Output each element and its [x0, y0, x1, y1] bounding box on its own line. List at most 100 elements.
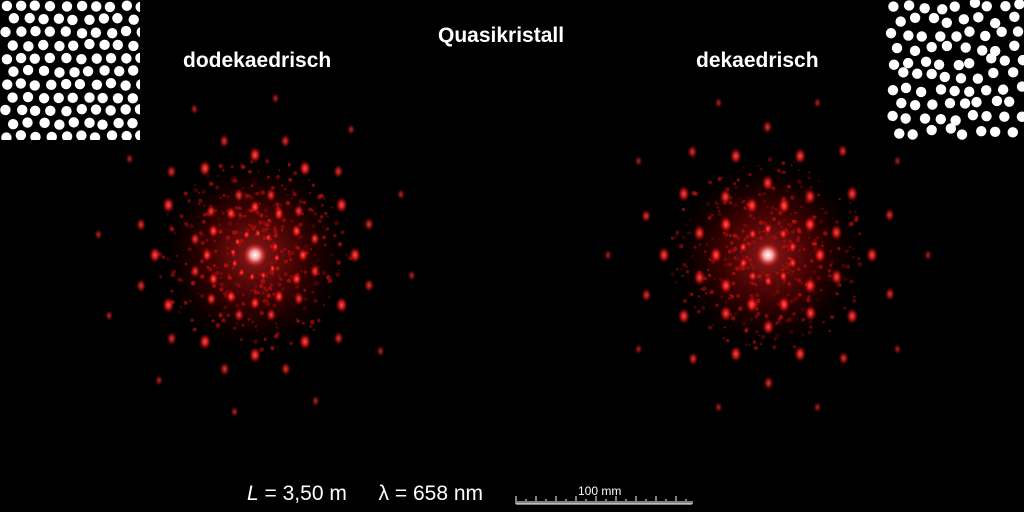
- lattice-dot: [128, 14, 139, 25]
- speckle: [759, 342, 763, 346]
- speckle: [817, 180, 820, 183]
- speckle: [222, 193, 226, 197]
- lattice-dot: [907, 129, 918, 140]
- speckle: [296, 246, 300, 250]
- speckle: [287, 162, 292, 167]
- speckle: [328, 278, 333, 283]
- speckle: [296, 319, 300, 323]
- lattice-dot: [22, 64, 34, 76]
- lattice-dot: [82, 66, 94, 77]
- speckle: [807, 330, 812, 335]
- speckle: [716, 206, 719, 209]
- diffraction-spot: [250, 200, 260, 214]
- speckle: [273, 333, 279, 339]
- speckle: [179, 196, 183, 199]
- speckle: [744, 328, 749, 333]
- speckle: [239, 163, 245, 168]
- speckle: [727, 297, 730, 300]
- speckle: [202, 212, 207, 217]
- speckle: [299, 234, 304, 239]
- diffraction-spot: [271, 92, 280, 104]
- speckle: [812, 270, 816, 274]
- speckle: [203, 205, 206, 207]
- speckle: [751, 265, 756, 270]
- speckle: [187, 198, 191, 203]
- speckle: [772, 345, 777, 350]
- speckle: [199, 233, 205, 238]
- speckle: [711, 237, 714, 240]
- speckle: [279, 278, 283, 281]
- diffraction-spot: [94, 229, 103, 240]
- diffraction-spot: [924, 249, 932, 261]
- lattice-dot: [926, 124, 937, 136]
- speckle: [311, 183, 316, 187]
- speckle: [781, 161, 786, 165]
- speckle: [188, 299, 192, 303]
- lattice-dot: [112, 39, 124, 51]
- diffraction-spot: [199, 333, 211, 350]
- speckle: [812, 214, 815, 218]
- speckle: [265, 222, 270, 228]
- lattice-dot: [1007, 127, 1018, 138]
- speckle: [837, 246, 841, 251]
- speckle: [161, 255, 166, 259]
- speckle: [743, 236, 749, 241]
- speckle: [230, 177, 234, 180]
- diffraction-spot: [748, 228, 757, 240]
- speckle: [724, 232, 729, 237]
- speckle: [830, 261, 834, 265]
- speckle: [213, 239, 216, 243]
- speckle: [264, 224, 267, 226]
- speckle: [257, 273, 260, 275]
- speckle: [813, 238, 818, 242]
- lattice-dot: [956, 129, 968, 140]
- speckle: [697, 295, 701, 298]
- speckle: [682, 298, 688, 304]
- wavelength-value: = 658 nm: [394, 482, 484, 505]
- lattice-dot: [945, 123, 957, 134]
- lattice-dot: [971, 96, 982, 108]
- speckle: [262, 221, 266, 225]
- speckle: [744, 344, 748, 347]
- speckle: [226, 255, 229, 257]
- speckle: [778, 314, 784, 320]
- speckle: [818, 219, 824, 224]
- lattice-dot: [68, 117, 79, 128]
- speckle: [219, 271, 224, 276]
- lattice-dot: [60, 78, 72, 90]
- speckle: [286, 194, 289, 197]
- speckle: [854, 215, 859, 220]
- speckle: [731, 271, 736, 276]
- speckle: [800, 281, 804, 284]
- speckle: [845, 264, 850, 269]
- speckle: [265, 227, 269, 231]
- diffraction-spot: [230, 406, 239, 418]
- lattice-dot: [996, 26, 1007, 37]
- lattice-dot: [896, 97, 907, 109]
- speckle: [781, 268, 784, 272]
- lattice-dot: [955, 73, 967, 84]
- lattice-dot: [935, 114, 946, 125]
- lattice-dot: [928, 12, 940, 24]
- lattice-dot: [84, 117, 95, 129]
- speckle: [179, 278, 184, 283]
- speckle: [727, 248, 733, 253]
- lattice-dot: [0, 104, 11, 116]
- speckle: [740, 271, 743, 274]
- lattice-dot: [1016, 81, 1024, 92]
- speckle: [244, 195, 249, 199]
- speckle: [746, 255, 749, 258]
- lattice-dot: [0, 26, 11, 38]
- speckle: [785, 189, 789, 193]
- lattice-dot: [915, 86, 927, 98]
- diffraction-spot: [208, 224, 219, 238]
- speckle: [218, 163, 223, 169]
- speckle: [175, 254, 178, 257]
- speckle: [838, 197, 841, 201]
- speckle: [723, 300, 728, 305]
- lattice-dot: [29, 0, 40, 11]
- speckle: [170, 272, 176, 278]
- speckle: [248, 169, 252, 174]
- lattice-dot: [939, 71, 950, 83]
- speckle: [760, 278, 762, 280]
